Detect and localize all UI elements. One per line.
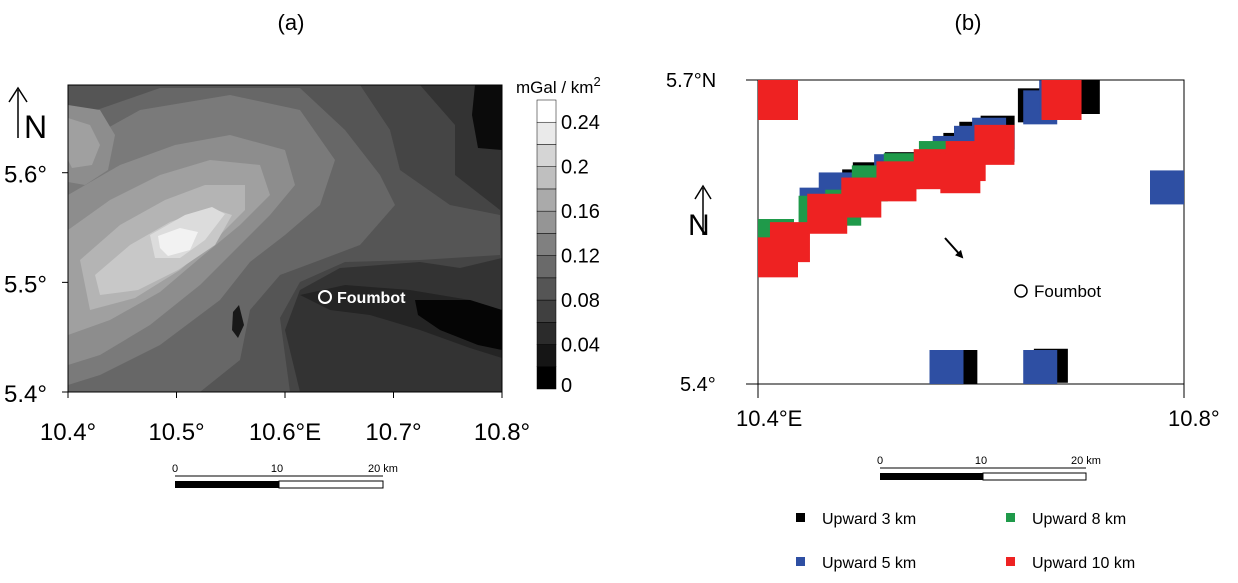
x-tick-label-a: 10.6°E — [249, 419, 321, 446]
colorbar-tick-label: 0.24 — [561, 112, 600, 134]
scale-label-10: 10 — [271, 463, 283, 475]
north-arrow-icon — [8, 86, 28, 138]
y-tick-label-b: 5.4° — [680, 374, 716, 396]
colorbar-title: mGal / km2 — [516, 74, 601, 97]
legend: Upward 3 km Upward 5 km Upward 8 km Upward … — [796, 511, 1135, 572]
legend-swatch — [1006, 513, 1015, 522]
colorbar-tick-label: 0 — [561, 375, 572, 397]
colorbar-swatch — [536, 166, 557, 190]
x-tick-label-b: 10.8° — [1168, 406, 1220, 431]
colorbar-tick-label: 0.16 — [561, 201, 600, 223]
marker-upward-5-km — [1150, 170, 1184, 205]
panel-a-label: (a) — [278, 10, 305, 35]
x-tick-label-a: 10.4° — [40, 419, 96, 446]
panel-b-markers — [758, 80, 1184, 384]
site-label-b: Foumbot — [1034, 282, 1101, 301]
colorbar-tick-label: 0.12 — [561, 246, 600, 268]
panel-a-axes: 10.4° 10.5° 10.6°E 10.7° 10.8° 5.4° 5.5° 5.6° — [4, 162, 530, 446]
scale-b-label-0: 0 — [877, 455, 883, 467]
scale-b-label-10: 10 — [975, 455, 987, 467]
colorbar-swatch — [536, 188, 557, 212]
panel-b-axes: 10.4°E 10.8° 5.4° 5.7°N — [666, 70, 1220, 431]
legend-swatch — [796, 513, 805, 522]
panel-b: (b) 10.4°E 10.8° 5.4° 5.7°N N Foumbot 0 10 … — [666, 10, 1220, 572]
panel-a: (a) N — [4, 10, 601, 489]
colorbar-swatch — [536, 121, 557, 145]
legend-label: Upward 10 km — [1032, 555, 1135, 572]
legend-label: Upward 3 km — [822, 511, 916, 528]
scale-bar-b: 0 10 20 km — [877, 455, 1101, 481]
scale-b-label-20: 20 km — [1071, 455, 1101, 467]
site-marker-b — [1014, 284, 1028, 298]
site-marker-a — [318, 290, 332, 304]
colorbar-swatches — [536, 99, 557, 390]
marker-upward-10-km — [876, 161, 917, 202]
legend-swatch — [1006, 557, 1015, 566]
scale-label-0: 0 — [172, 463, 178, 475]
marker-upward-10-km — [807, 193, 848, 234]
dip-direction-arrow — [944, 237, 964, 259]
colorbar-swatch — [536, 277, 557, 301]
x-tick-label-b: 10.4°E — [736, 406, 802, 431]
north-arrow-b-icon — [694, 184, 712, 235]
colorbar-tick-label: 0.04 — [561, 335, 600, 357]
scale-label-20: 20 km — [368, 463, 398, 475]
marker-upward-5-km — [1023, 350, 1058, 384]
legend-label: Upward 8 km — [1032, 511, 1126, 528]
marker-upward-5-km — [929, 350, 964, 384]
x-tick-label-a: 10.8° — [474, 419, 530, 446]
colorbar-tick-label: 0.2 — [561, 157, 589, 179]
marker-upward-10-km — [940, 153, 981, 194]
colorbar: mGal / km2 0 0.04 0.08 0.12 0.16 0.2 0.24 — [516, 74, 601, 397]
marker-upward-10-km — [758, 80, 798, 120]
colorbar-swatch — [536, 255, 557, 279]
x-tick-label-a: 10.7° — [365, 419, 421, 446]
colorbar-swatch — [536, 344, 557, 368]
colorbar-swatch — [536, 144, 557, 167]
colorbar-swatch — [536, 299, 557, 323]
gradient-contour-map — [67, 84, 503, 393]
marker-upward-10-km — [1041, 80, 1082, 120]
colorbar-ticks: 0 0.04 0.08 0.12 0.16 0.2 0.24 — [561, 112, 600, 397]
colorbar-swatch — [536, 233, 557, 256]
scale-bar-a: 0 10 20 km — [172, 463, 398, 489]
y-tick-label-a: 5.5° — [4, 271, 47, 298]
marker-upward-10-km — [769, 222, 810, 263]
north-label-a: N — [24, 109, 47, 145]
colorbar-swatch — [536, 99, 557, 123]
marker-upward-10-km — [841, 177, 882, 218]
x-tick-label-a: 10.5° — [148, 419, 204, 446]
colorbar-swatch — [536, 210, 557, 234]
colorbar-tick-label: 0.08 — [561, 290, 600, 312]
colorbar-swatch — [536, 322, 557, 345]
y-tick-label-a: 5.4° — [4, 381, 47, 408]
y-tick-label-b: 5.7°N — [666, 70, 716, 92]
y-tick-label-a: 5.6° — [4, 162, 47, 189]
colorbar-swatch — [536, 366, 557, 390]
panel-b-label: (b) — [955, 10, 982, 35]
north-label-b: N — [688, 209, 710, 242]
marker-upward-10-km — [974, 124, 1015, 165]
legend-swatch — [796, 557, 805, 566]
site-label-a: Foumbot — [337, 290, 406, 307]
legend-label: Upward 5 km — [822, 555, 916, 572]
